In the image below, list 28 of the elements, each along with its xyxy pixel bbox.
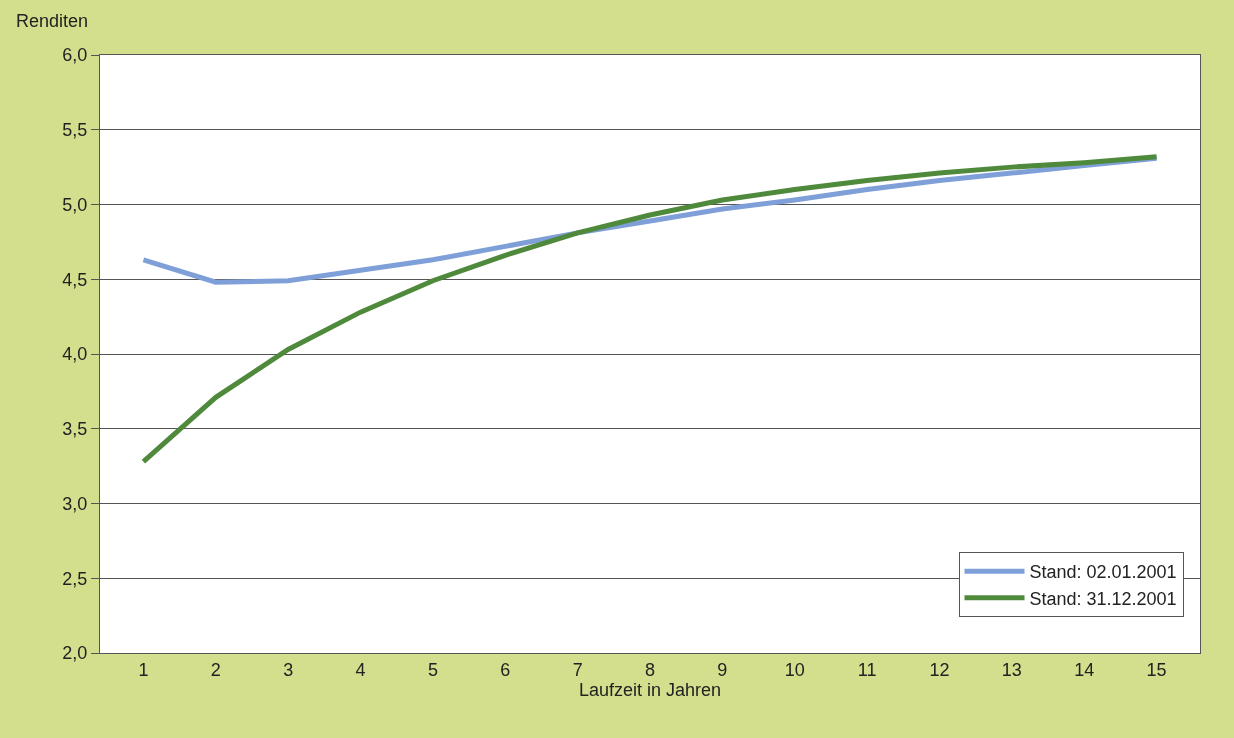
y-tick-label: 2,5 [62,568,88,589]
x-tick-label: 11 [857,659,877,680]
x-tick-label: 12 [929,659,950,680]
y-axis-title: Renditen [16,11,89,31]
y-tick-label: 3,0 [62,493,88,514]
y-tick-label: 4,0 [62,344,88,365]
x-tick-label: 7 [572,659,583,680]
x-tick-label: 13 [1001,659,1022,680]
x-tick-label: 8 [644,659,656,680]
x-tick-label: 2 [210,659,221,680]
y-tick-label: 6,0 [62,45,88,66]
x-tick-label: 3 [283,659,294,680]
x-tick-label: 4 [355,659,366,680]
x-tick-label: 6 [500,659,511,680]
legend-label: Stand: 02.01.2001 [1029,562,1177,583]
x-tick-label: 10 [784,659,805,680]
x-tick-label: 5 [427,659,438,680]
x-axis-title: Laufzeit in Jahren [578,679,722,700]
x-tick-label: 9 [717,659,728,680]
y-tick-label: 5,5 [62,120,88,141]
y-tick-label: 3,5 [62,419,88,440]
y-tick-label: 2,0 [62,643,88,664]
x-tick-label: 1 [138,659,149,680]
legend-label: Stand: 31.12.2001 [1029,588,1177,609]
x-tick-label: 15 [1146,659,1167,680]
x-tick-label: 14 [1074,659,1095,680]
y-tick-label: 4,5 [62,269,88,290]
y-tick-label: 5,0 [62,194,88,215]
